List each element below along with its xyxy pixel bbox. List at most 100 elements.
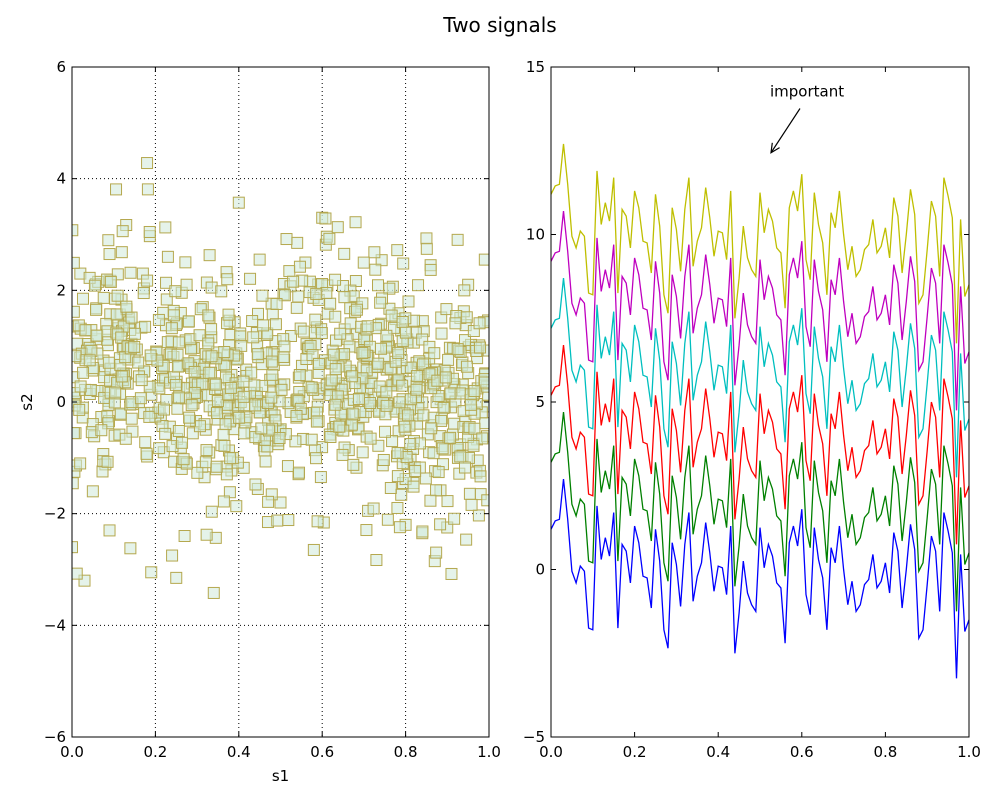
scatter-point (237, 390, 250, 403)
scatter-point (386, 435, 399, 448)
scatter-point (472, 509, 485, 522)
scatter-point (172, 336, 185, 349)
scatter-point (329, 363, 342, 376)
scatter-point (396, 316, 409, 329)
scatter-point (463, 487, 476, 500)
scatter-point (103, 248, 116, 261)
scatter-point (361, 320, 374, 333)
scatter-point (144, 349, 157, 362)
scatter-point (202, 309, 215, 322)
scatter-point (380, 329, 393, 342)
right-x-tick-label: 0.0 (539, 743, 563, 761)
scatter-point (103, 524, 116, 537)
scatter-point (115, 246, 128, 259)
scatter-point (398, 420, 411, 433)
scatter-point (145, 566, 158, 579)
scatter-point (177, 453, 190, 466)
line-series-5 (550, 211, 970, 411)
scatter-point (246, 315, 259, 328)
scatter-point (432, 390, 445, 403)
scatter-point (132, 356, 145, 369)
scatter-point (412, 279, 425, 292)
scatter-point (102, 234, 115, 247)
line-series-2 (550, 412, 970, 612)
scatter-point (293, 466, 306, 479)
scatter-point (97, 291, 110, 304)
left-y-tick-label: −4 (44, 616, 66, 634)
right-y-tick-label: −5 (523, 728, 545, 746)
scatter-point (481, 494, 489, 507)
scatter-point (419, 472, 432, 485)
scatter-point (357, 256, 370, 269)
left-x-tick-label: 0.8 (394, 743, 418, 761)
scatter-point (293, 369, 306, 382)
scatter-point (95, 424, 108, 437)
scatter-point (257, 319, 270, 332)
scatter-point (281, 460, 294, 473)
scatter-point (287, 275, 300, 288)
scatter-point (84, 383, 97, 396)
right-line-chart: 0.0 0.2 0.4 0.6 0.8 1.0 −5 0 5 10 15 important (523, 58, 981, 761)
left-y-tick-label: −2 (44, 505, 66, 523)
scatter-point (310, 415, 323, 428)
scatter-point (88, 279, 101, 292)
scatter-point (124, 266, 137, 279)
scatter-point (478, 253, 489, 266)
scatter-point (370, 554, 383, 567)
scatter-point (218, 439, 231, 452)
scatter-point (360, 524, 373, 537)
scatter-point (320, 286, 333, 299)
scatter-point (435, 327, 448, 340)
scatter-point (349, 216, 362, 229)
scatter-point (101, 455, 114, 468)
annotation-arrow (770, 108, 801, 154)
scatter-point (451, 233, 464, 246)
scatter-point (210, 460, 223, 473)
scatter-point (430, 484, 443, 497)
scatter-point (274, 496, 287, 509)
scatter-point (269, 318, 282, 331)
scatter-point (289, 435, 302, 448)
right-x-tick-label: 0.4 (706, 743, 730, 761)
line-series-6 (550, 143, 970, 344)
scatter-point (170, 571, 183, 584)
scatter-point (210, 407, 223, 420)
line-series-4 (550, 278, 970, 478)
scatter-point (126, 425, 139, 438)
scatter-point (344, 317, 357, 330)
scatter-point (385, 309, 398, 322)
scatter-point (109, 386, 122, 399)
scatter-point (329, 398, 342, 411)
scatter-point (347, 458, 360, 471)
left-y-tick-label: −6 (44, 728, 66, 746)
scatter-point (153, 442, 166, 455)
scatter-point (220, 468, 233, 481)
figure-title: Two signals (442, 13, 556, 37)
right-ticks: 0.0 0.2 0.4 0.6 0.8 1.0 −5 0 5 10 15 (523, 58, 981, 761)
scatter-point (312, 357, 325, 370)
scatter-point (179, 256, 192, 269)
scatter-point (203, 366, 216, 379)
scatter-point (273, 432, 286, 445)
scatter-point (424, 494, 437, 507)
scatter-point (459, 334, 472, 347)
scatter-point (380, 399, 393, 412)
scatter-point (319, 212, 332, 225)
scatter-point (396, 379, 409, 392)
scatter-point (331, 221, 344, 234)
scatter-point (437, 401, 450, 414)
scatter-point (172, 425, 185, 438)
right-y-tick-label: 10 (526, 226, 545, 244)
scatter-point (266, 368, 279, 381)
scatter-point (283, 265, 296, 278)
scatter-point (193, 420, 206, 433)
left-y-tick-label: 6 (56, 58, 66, 76)
scatter-point (143, 225, 156, 238)
scatter-point (74, 380, 87, 393)
scatter-point (350, 303, 363, 316)
right-x-tick-label: 0.2 (623, 743, 647, 761)
scatter-point (392, 346, 405, 359)
scatter-point (448, 512, 461, 525)
scatter-point (420, 242, 433, 255)
scatter-point (178, 530, 191, 542)
